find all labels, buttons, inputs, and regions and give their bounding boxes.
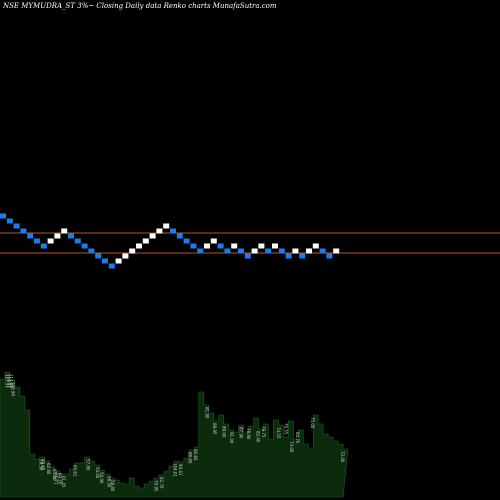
brick-down bbox=[40, 243, 47, 249]
volume-label: 88.60 bbox=[188, 452, 193, 464]
brick-down bbox=[285, 253, 292, 259]
brick-down bbox=[108, 263, 115, 269]
volume-label: 64.20 bbox=[57, 473, 62, 485]
brick-down bbox=[95, 253, 102, 259]
brick-up bbox=[258, 243, 265, 249]
brick-down bbox=[170, 228, 176, 234]
volume-label: 119.51 bbox=[7, 374, 12, 388]
brick-up bbox=[156, 228, 163, 234]
brick-down bbox=[197, 248, 204, 254]
volume-label: 78.90 bbox=[246, 428, 251, 440]
brick-up bbox=[231, 243, 238, 249]
volume-label: 89.00 bbox=[221, 426, 226, 438]
brick-down bbox=[6, 218, 13, 224]
brick-up bbox=[306, 248, 312, 254]
brick-up bbox=[129, 248, 136, 254]
volume-label: 82.40 bbox=[255, 431, 260, 443]
brick-down bbox=[20, 228, 27, 234]
volume-label: 94.41 bbox=[178, 464, 183, 476]
brick-down bbox=[27, 233, 34, 239]
brick-down bbox=[238, 248, 244, 254]
volume-label: 61.71 bbox=[54, 473, 59, 485]
volume-label: 91.00 bbox=[229, 432, 234, 444]
volume-label: 62.70 bbox=[159, 477, 164, 489]
brick-up bbox=[251, 248, 258, 254]
brick-down bbox=[176, 233, 183, 239]
chart-title: NSE MYMUDRA_ST 3%~ Closing Daily data Re… bbox=[2, 2, 277, 10]
brick-up bbox=[142, 238, 149, 244]
volume-label: 54.00 bbox=[95, 467, 100, 479]
volume-label: 59.65 bbox=[41, 459, 46, 471]
brick-up bbox=[115, 258, 122, 264]
brick-down bbox=[217, 243, 224, 249]
volume-label: 58.50 bbox=[106, 476, 111, 488]
brick-down bbox=[224, 248, 231, 254]
volume-label: 79.75 bbox=[261, 426, 266, 438]
volume-label: 88.95 bbox=[212, 423, 217, 435]
brick-up bbox=[204, 243, 210, 249]
brick-down bbox=[319, 248, 326, 254]
brick-up bbox=[149, 233, 156, 239]
reference-lines bbox=[0, 232, 500, 254]
brick-up bbox=[163, 223, 170, 229]
volume-label: 70.95 bbox=[154, 480, 159, 492]
brick-up bbox=[333, 248, 340, 254]
brick-down bbox=[278, 248, 285, 254]
brick-down bbox=[326, 253, 333, 259]
brick-down bbox=[102, 258, 108, 264]
volume-label: 70.55 bbox=[284, 423, 289, 435]
volume-label: 74.55 bbox=[276, 427, 281, 439]
volume-series bbox=[0, 371, 349, 498]
volume-label: 72.00 bbox=[340, 451, 345, 463]
brick-down bbox=[88, 248, 95, 254]
brick-up bbox=[47, 238, 54, 244]
renko-bricks bbox=[0, 213, 340, 269]
brick-up bbox=[122, 253, 129, 259]
brick-up bbox=[210, 238, 217, 244]
volume-label: 65.80 bbox=[52, 469, 57, 481]
volume-label: 59.50 bbox=[39, 459, 44, 471]
brick-down bbox=[299, 253, 306, 259]
volume-label: 62.80 bbox=[46, 463, 51, 475]
volume-label: 127.51 bbox=[5, 374, 10, 388]
volume-label: 65.61 bbox=[73, 465, 78, 477]
volume-label: 111.90 bbox=[8, 374, 13, 388]
brick-down bbox=[183, 238, 190, 244]
volume-label: 50.90 bbox=[99, 472, 104, 484]
brick-down bbox=[13, 223, 20, 229]
brick-down bbox=[68, 233, 74, 239]
brick-down bbox=[74, 238, 81, 244]
volume-label: 104.01 bbox=[172, 463, 177, 477]
brick-down bbox=[34, 238, 40, 244]
volume-label: 58.80 bbox=[110, 480, 115, 492]
brick-down bbox=[244, 253, 251, 259]
brick-up bbox=[312, 243, 319, 249]
brick-up bbox=[292, 248, 299, 254]
brick-up bbox=[54, 233, 61, 239]
brick-down bbox=[265, 248, 272, 254]
volume-label: 73.00 bbox=[289, 441, 294, 453]
brick-down bbox=[81, 243, 88, 249]
brick-down bbox=[190, 243, 197, 249]
brick-up bbox=[136, 243, 142, 249]
brick-down bbox=[0, 213, 6, 219]
volume-label: 75.00 bbox=[310, 417, 315, 429]
volume-label: 61.45 bbox=[61, 476, 66, 488]
volume-label: 87.90 bbox=[238, 427, 243, 439]
brick-up bbox=[61, 228, 68, 234]
volume-label: 57.80 bbox=[86, 459, 91, 471]
volume-label: 106.90 bbox=[10, 382, 15, 396]
volume-label: 84.70 bbox=[295, 432, 300, 444]
brick-up bbox=[272, 243, 278, 249]
volume-label: 81.90 bbox=[204, 407, 209, 419]
volume-label: 90.84 bbox=[193, 449, 198, 461]
